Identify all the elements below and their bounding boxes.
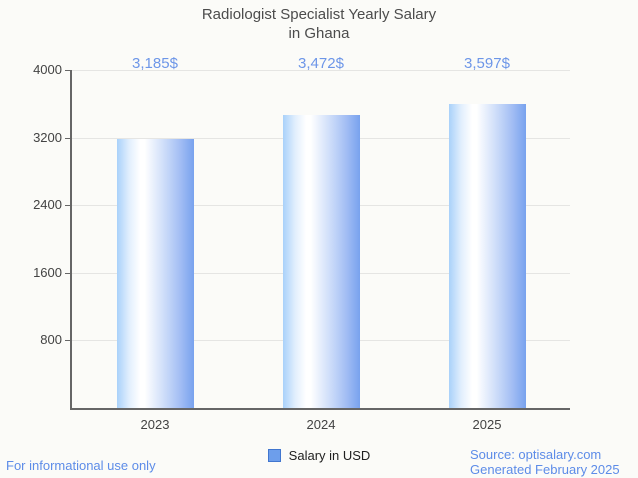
legend-marker-icon (267, 449, 281, 462)
x-axis-label: 2025 (472, 417, 502, 432)
source-text: Source: optisalary.com (470, 447, 602, 462)
source-block: Source: optisalary.com Generated Februar… (470, 447, 620, 477)
x-axis-label: 2023 (140, 417, 170, 432)
legend: Salary in USD (0, 448, 638, 463)
bar-value-label: 3,185$ (132, 55, 178, 72)
y-tick-label: 2400 (33, 197, 62, 213)
y-tick-mark (65, 70, 72, 71)
salary-bar-2024 (282, 114, 360, 408)
disclaimer-text: For informational use only (6, 458, 156, 473)
salary-bar-2025 (448, 104, 526, 408)
y-tick-mark (65, 205, 72, 207)
chart-title: Radiologist Specialist Yearly Salary in … (0, 5, 638, 43)
salary-bar-2023 (116, 138, 194, 408)
x-axis-label: 2024 (306, 417, 336, 432)
x-axis-line (70, 408, 570, 410)
y-axis-line (70, 70, 72, 408)
y-tick-mark (65, 340, 72, 342)
chart-title-line1: Radiologist Specialist Yearly Salary (201, 6, 437, 23)
y-tick-label: 800 (40, 332, 62, 348)
y-tick-label: 1600 (33, 264, 62, 280)
y-tick-mark (65, 272, 72, 274)
y-tick-label: 3200 (33, 129, 62, 145)
y-tick-label: 4000 (33, 62, 62, 77)
legend-label: Salary in USD (288, 448, 371, 463)
gridline (72, 70, 570, 71)
generated-text: Generated February 2025 (470, 462, 620, 477)
bar-value-label: 3,472$ (298, 55, 344, 72)
chart-title-line2: in Ghana (288, 25, 350, 42)
y-tick-mark (65, 137, 72, 139)
bar-value-label: 3,597$ (464, 55, 510, 72)
